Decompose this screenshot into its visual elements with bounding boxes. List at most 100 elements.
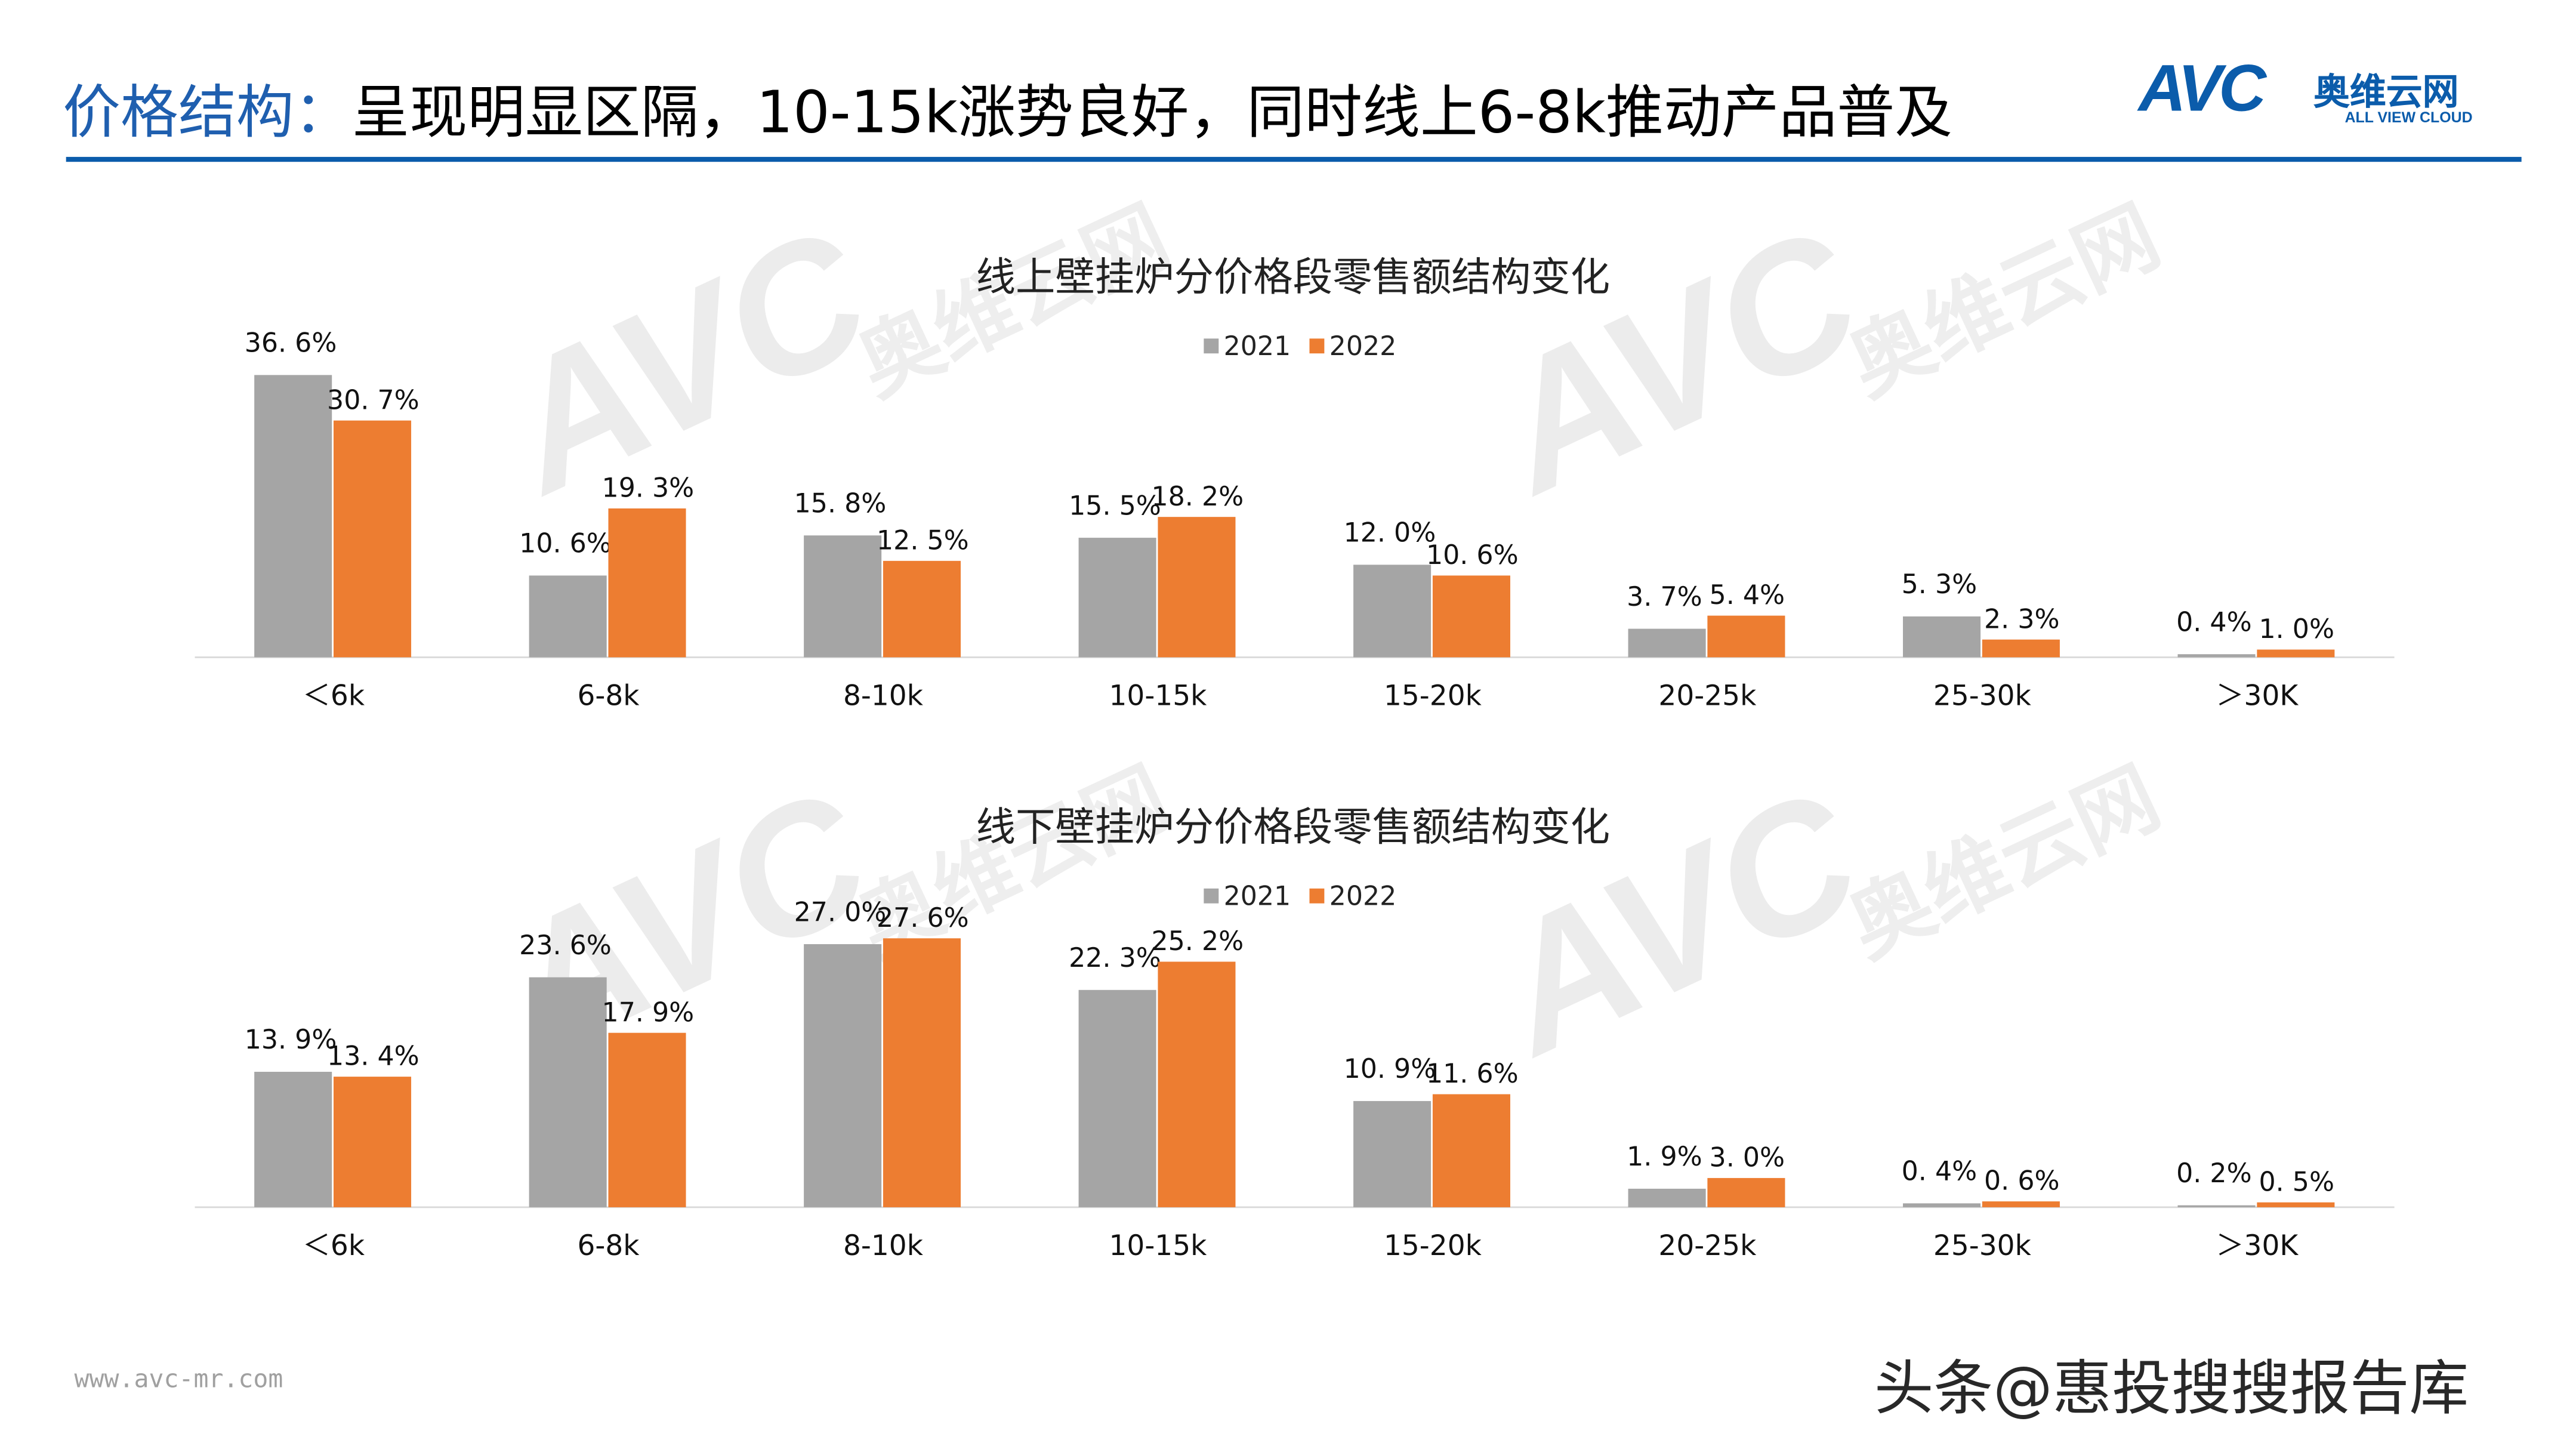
bar-2022 bbox=[1158, 517, 1236, 658]
bar-2021 bbox=[1353, 1100, 1432, 1207]
data-label: 36. 6% bbox=[245, 328, 337, 359]
data-label: 5. 3% bbox=[1902, 569, 1977, 600]
category-label: ＞30K bbox=[2216, 1229, 2299, 1262]
bar-2021 bbox=[804, 944, 882, 1207]
category-label: 15-20k bbox=[1384, 680, 1482, 713]
bar-2022 bbox=[1707, 615, 1785, 658]
data-label: 12. 0% bbox=[1344, 518, 1436, 548]
bar-2021 bbox=[529, 977, 607, 1207]
bar-2022 bbox=[1432, 1094, 1510, 1207]
category-label: 6-8k bbox=[577, 1229, 640, 1262]
legend-swatch bbox=[1309, 338, 1325, 354]
avc-logo: AVC 奥维云网 ALL VIEW CLOUD bbox=[2139, 53, 2522, 135]
legend-swatch bbox=[1204, 888, 1219, 904]
bar-2021 bbox=[1353, 565, 1432, 658]
page-title: 价格结构：呈现明显区隔，10-15k涨势良好，同时线上6-8k推动产品普及 bbox=[63, 66, 1952, 150]
data-label: 13. 9% bbox=[245, 1025, 337, 1055]
bar-2022 bbox=[333, 420, 412, 658]
category-label: ＞30K bbox=[2216, 680, 2299, 713]
data-label: 27. 0% bbox=[794, 897, 887, 927]
logo-mark: AVC bbox=[2138, 53, 2266, 126]
bar-2021 bbox=[254, 1071, 332, 1207]
watermark-cn: 奥维云网 bbox=[1834, 187, 2174, 414]
logo-cn: 奥维云网 bbox=[2313, 72, 2459, 114]
bar-2022 bbox=[333, 1077, 412, 1207]
logo-en: ALL VIEW CLOUD bbox=[2344, 109, 2473, 126]
legend-label: 2021 bbox=[1224, 881, 1291, 911]
bar-2021 bbox=[254, 375, 332, 658]
data-label: 3. 7% bbox=[1627, 582, 1702, 612]
chart-title: 线上壁挂炉分价格段零售额结构变化 bbox=[976, 254, 1611, 300]
data-label: 1. 0% bbox=[2259, 614, 2334, 645]
category-label: 20-25k bbox=[1658, 1229, 1757, 1262]
category-label: 6-8k bbox=[577, 680, 640, 713]
watermark-avc: AVC bbox=[1461, 750, 1889, 1095]
data-label: 2. 3% bbox=[1984, 604, 2060, 634]
bar-2021 bbox=[529, 575, 607, 658]
data-label: 0. 4% bbox=[1902, 1157, 1977, 1187]
bar-2022 bbox=[2257, 649, 2335, 658]
footer-watermark: 头条@惠投搜搜报告库 bbox=[1874, 1355, 2469, 1424]
category-label: 20-25k bbox=[1658, 680, 1757, 713]
data-label: 0. 5% bbox=[2259, 1167, 2334, 1197]
data-label: 15. 8% bbox=[794, 488, 887, 519]
bar-2022 bbox=[1982, 639, 2060, 658]
data-label: 23. 6% bbox=[519, 930, 612, 961]
data-label: 22. 3% bbox=[1069, 943, 1161, 973]
data-label: 0. 2% bbox=[2176, 1158, 2252, 1189]
title-divider bbox=[66, 156, 2522, 162]
bar-2022 bbox=[1707, 1177, 1785, 1207]
bar-2021 bbox=[804, 535, 882, 658]
data-label: 10. 9% bbox=[1344, 1054, 1436, 1084]
bar-2021 bbox=[1903, 1203, 1981, 1207]
data-label: 19. 3% bbox=[602, 473, 695, 504]
bar-2022 bbox=[608, 1032, 686, 1207]
bar-2021 bbox=[1903, 616, 1981, 658]
data-label: 0. 4% bbox=[2176, 607, 2252, 637]
bar-2022 bbox=[883, 560, 961, 658]
bar-2022 bbox=[608, 508, 686, 658]
chart-title: 线下壁挂炉分价格段零售额结构变化 bbox=[976, 804, 1611, 850]
legend-swatch bbox=[1204, 338, 1219, 354]
data-label: 11. 6% bbox=[1426, 1059, 1519, 1089]
data-label: 17. 9% bbox=[602, 997, 695, 1028]
legend-label: 2021 bbox=[1224, 331, 1291, 362]
data-label: 30. 7% bbox=[327, 385, 419, 415]
bar-2021 bbox=[1628, 628, 1706, 658]
category-label: ＜6k bbox=[303, 1229, 365, 1262]
legend-label: 2022 bbox=[1329, 331, 1397, 362]
bar-2022 bbox=[1158, 961, 1236, 1207]
data-label: 1. 9% bbox=[1627, 1142, 1702, 1172]
data-label: 3. 0% bbox=[1710, 1143, 1785, 1173]
data-label: 12. 5% bbox=[877, 525, 969, 556]
data-label: 15. 5% bbox=[1069, 491, 1161, 521]
title-text: 呈现明显区隔，10-15k涨势良好，同时线上6-8k推动产品普及 bbox=[351, 81, 1953, 147]
bar-2022 bbox=[1432, 575, 1510, 658]
watermark-cn: 奥维云网 bbox=[843, 187, 1183, 414]
bar-2021 bbox=[1078, 538, 1156, 658]
bar-2022 bbox=[2257, 1202, 2335, 1207]
data-label: 27. 6% bbox=[877, 903, 969, 933]
data-label: 18. 2% bbox=[1151, 482, 1244, 512]
data-label: 25. 2% bbox=[1151, 926, 1244, 957]
bar-2022 bbox=[1982, 1201, 2060, 1207]
legend-swatch bbox=[1309, 888, 1325, 904]
title-highlight: 价格结构： bbox=[63, 81, 352, 147]
category-label: 8-10k bbox=[843, 680, 924, 713]
legend-label: 2022 bbox=[1329, 881, 1397, 911]
bar-2021 bbox=[1628, 1188, 1706, 1207]
category-label: 25-30k bbox=[1933, 680, 2032, 713]
data-label: 10. 6% bbox=[519, 529, 612, 559]
data-label: 13. 4% bbox=[327, 1041, 419, 1072]
footer-url: www.avc-mr.com bbox=[74, 1364, 283, 1394]
data-label: 0. 6% bbox=[1984, 1166, 2060, 1197]
category-label: 10-15k bbox=[1109, 1229, 1207, 1262]
watermark-cn: 奥维云网 bbox=[1834, 749, 2174, 976]
category-label: 8-10k bbox=[843, 1229, 924, 1262]
watermark-avc: AVC bbox=[1461, 189, 1889, 533]
category-label: 15-20k bbox=[1384, 1229, 1482, 1262]
category-label: 25-30k bbox=[1933, 1229, 2032, 1262]
bar-2021 bbox=[1078, 989, 1156, 1207]
